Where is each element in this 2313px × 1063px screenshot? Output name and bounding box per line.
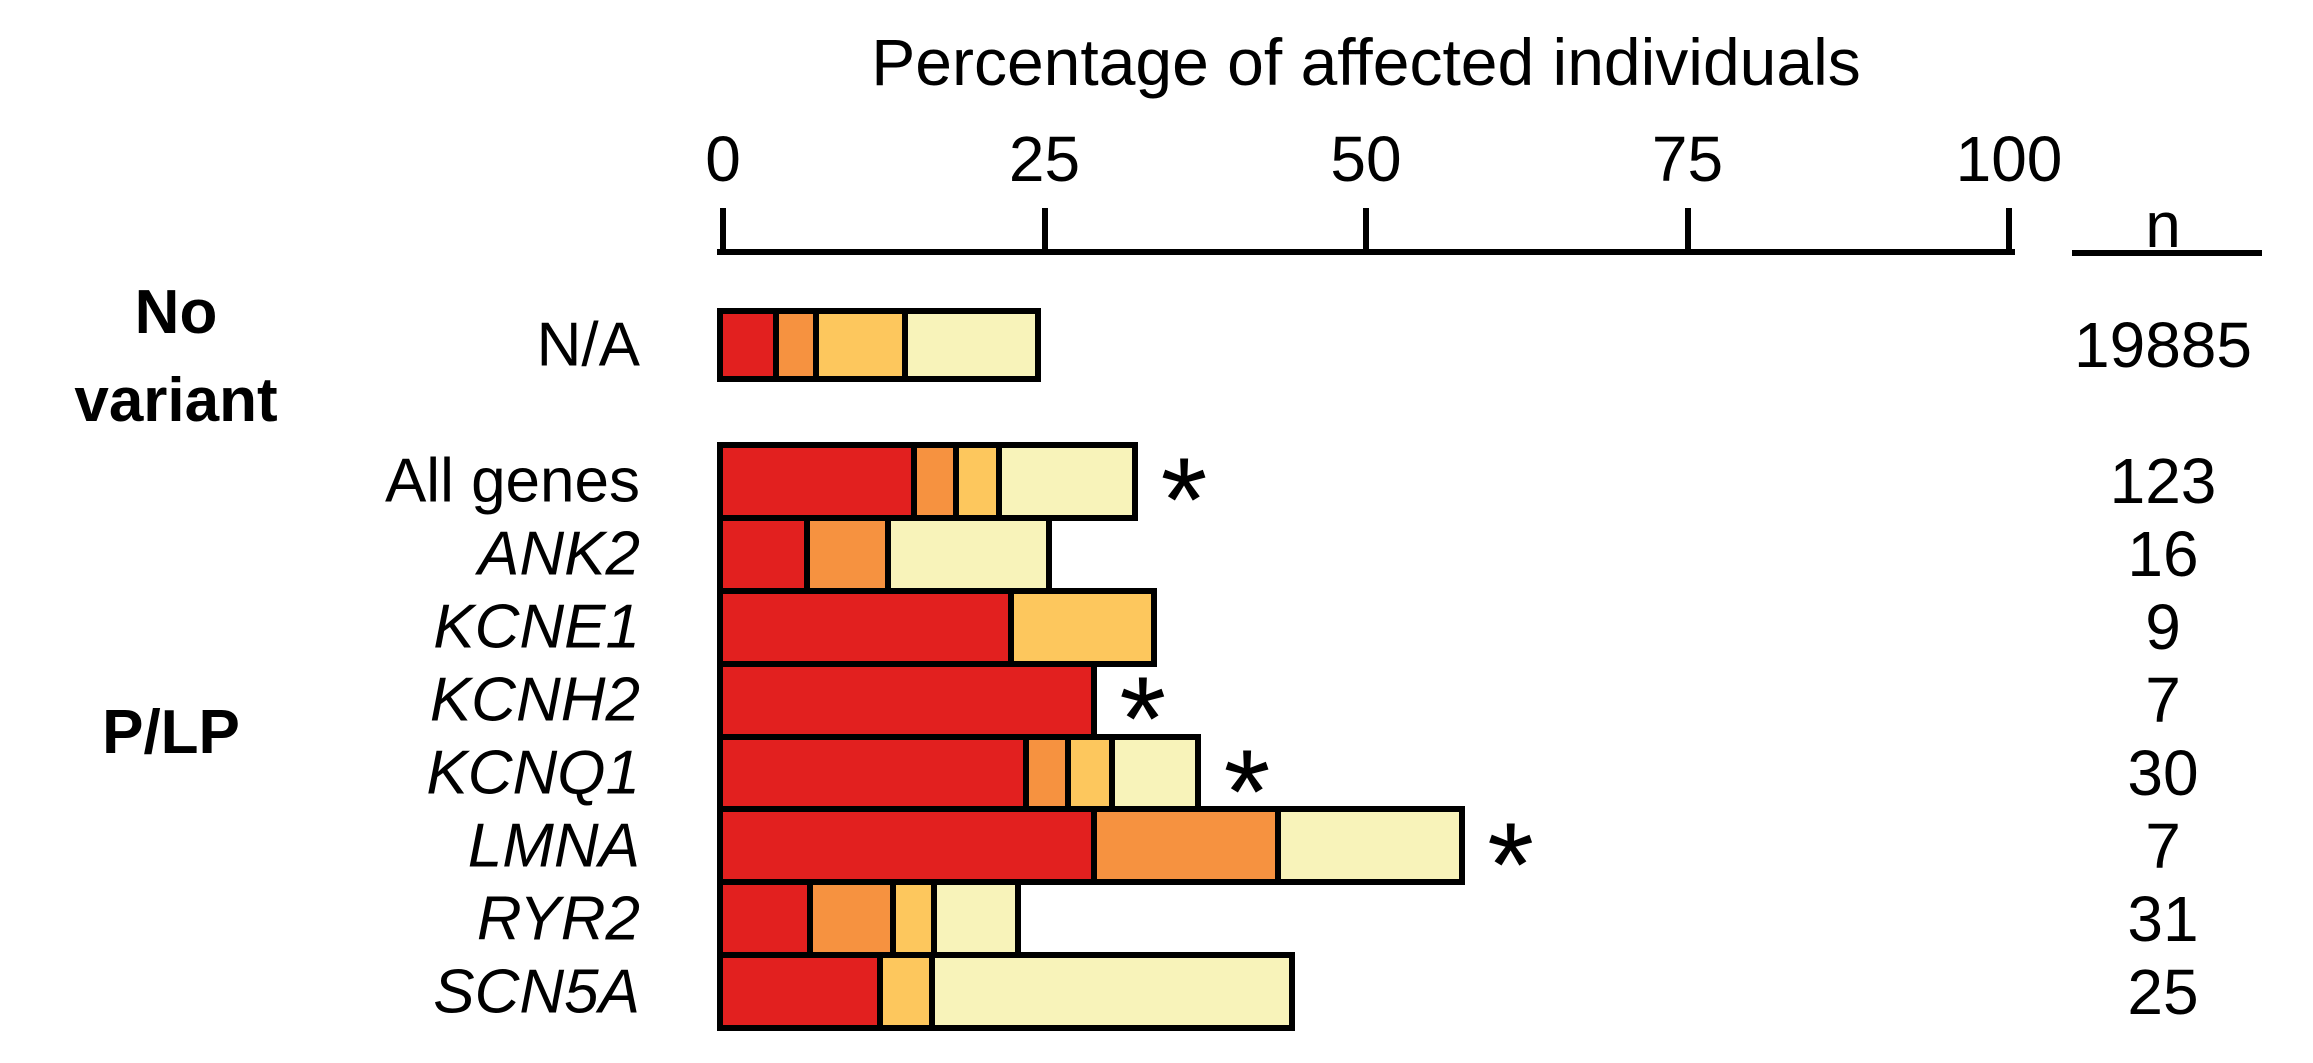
n-value: 25 [2127,955,2199,1028]
bar-segment-pale [1108,739,1195,807]
x-axis-tick-label: 50 [1330,123,1402,195]
n-value: 123 [2109,445,2217,518]
row-label: ANK2 [478,519,640,589]
bar-segment-red [723,739,1023,807]
x-axis-tick [2006,208,2012,253]
x-axis-tick-label: 100 [1955,123,2063,195]
group-label-plp: P/LP [102,698,240,767]
bar-segment-red [723,520,805,588]
x-axis-tick-label: 0 [705,123,741,195]
bar-segment-red [723,448,911,515]
bar-segment-pale [1274,812,1459,880]
bar-segment-red [723,958,878,1025]
bar-segment-pale [995,448,1132,515]
stacked-bar [717,879,1021,959]
group-label-no-variant: No variant [74,269,277,445]
stacked-bar [717,308,1042,382]
n-column-header: n [2145,189,2181,261]
row-label: N/A [536,310,640,380]
stacked-bar [717,733,1201,813]
row-label: KCNH2 [429,665,640,735]
n-value: 7 [2145,664,2181,737]
x-axis-tick-label: 75 [1651,123,1724,195]
bar-segment-gold [813,314,902,376]
bar-segment-gold [953,448,996,515]
bar-segment-red [723,666,1091,734]
bar-segment-red [723,314,774,376]
bar-segment-red [723,885,807,953]
x-axis-tick [720,208,726,253]
row-label: KCNE1 [433,592,640,662]
bar-segment-orange [773,314,813,376]
bar-segment-gold [877,958,929,1025]
bar-segment-orange [804,520,886,588]
stacked-bar [717,806,1465,886]
x-axis-tick [1684,208,1691,253]
bar-segment-gold [1008,593,1152,661]
row-label: KCNQ1 [426,738,640,808]
stacked-bar [717,587,1158,667]
bar-segment-pale [928,958,1289,1025]
bar-segment-red [723,593,1009,661]
bar-segment-orange [806,885,891,953]
bar-segment-red [723,812,1091,880]
significance-asterisk: * [1160,433,1208,568]
bar-segment-pale [931,885,1015,953]
n-value: 16 [2127,518,2199,591]
n-value: 30 [2127,736,2199,809]
stacked-bar [717,660,1097,740]
row-label: LMNA [467,811,640,881]
n-value: 7 [2145,809,2181,882]
bar-segment-pale [885,520,1046,588]
group-label-line: variant [74,366,278,435]
n-value: 9 [2145,591,2181,664]
bar-segment-orange [1090,812,1275,880]
group-label-line: No [134,278,218,347]
bar-segment-gold [890,885,932,953]
bar-segment-pale [901,314,1036,376]
x-axis-tick [1041,208,1048,253]
n-column-underline [2072,250,2262,256]
bar-segment-gold [1065,739,1109,807]
stacked-bar [717,514,1052,594]
n-value: 31 [2127,882,2199,955]
n-value: 19885 [2074,309,2252,381]
bar-segment-orange [1022,739,1066,807]
stacked-bar [717,952,1295,1031]
row-label: All genes [384,446,640,516]
bar-segment-orange [910,448,954,515]
x-axis-tick-label: 25 [1008,123,1081,195]
row-label: SCN5A [433,957,640,1027]
x-axis-line [717,249,2015,255]
chart-title: Percentage of affected individuals [871,25,1861,99]
significance-asterisk: * [1487,798,1534,933]
x-axis-tick [1363,208,1369,253]
stacked-bar [717,442,1138,521]
row-label: RYR2 [476,884,640,954]
